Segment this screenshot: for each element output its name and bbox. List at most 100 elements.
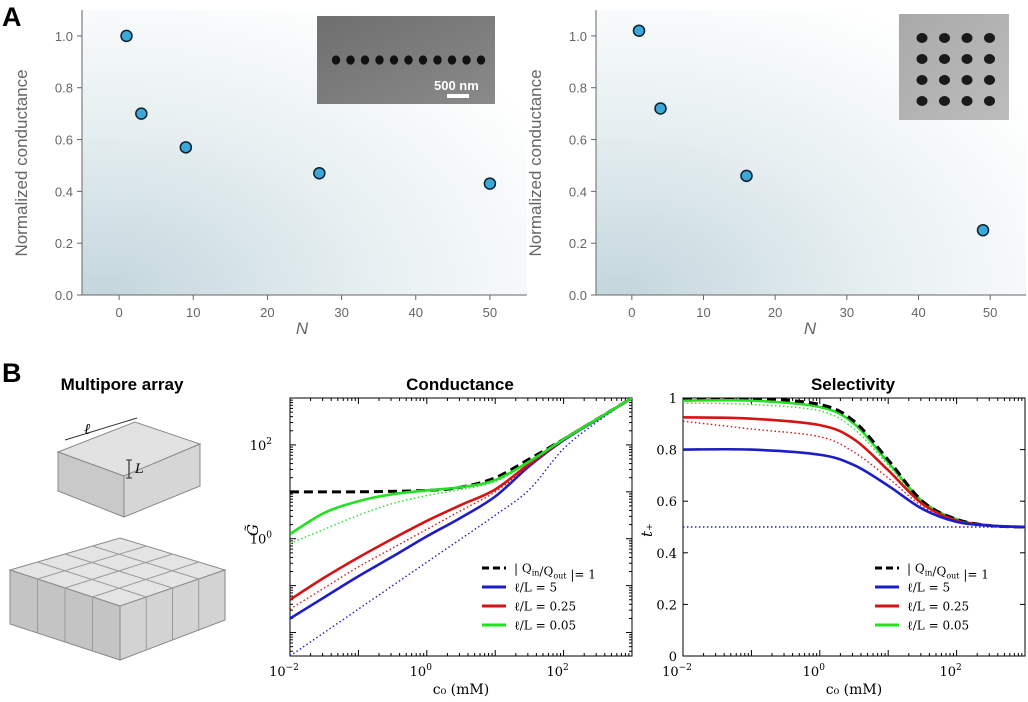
array-grid-line [64,553,173,589]
pore-hole [389,55,399,65]
pore-hole [360,55,370,65]
pore-hole [447,55,457,65]
ell-label: ℓ [84,420,90,438]
legend-label: ℓ/L = 0.25 [514,600,576,614]
x-tick-label: 30 [334,305,348,320]
y-tick-label: 1.0 [569,29,587,44]
y-tick-label: 0.2 [656,598,677,613]
y-tick-label: 0.2 [55,236,73,251]
pore-hole [331,55,341,65]
pore-hole [404,55,413,65]
y-axis-label-a-right: Normalized conductance [526,69,545,256]
array-grid-line [92,561,199,598]
pore-hole [375,55,384,65]
x-tick-label: 102 [939,663,961,680]
x-tick-label: 100 [803,663,826,680]
pore-hole [984,33,995,43]
plot-frame-selectivity [682,397,1026,657]
array-grid-line [92,545,199,580]
x-tick-label: 40 [911,305,925,320]
series-blue-dotted [290,398,632,656]
x-tick-label: 10 [186,305,200,320]
panel-label-b: B [2,358,22,388]
data-point [179,141,193,154]
pore-hole [984,96,995,106]
pore-hole [939,75,950,85]
x-axis-label-a-right: N [804,319,817,338]
pore-hole [916,75,928,85]
pore-hole [916,54,928,64]
y-tick-label: 0.6 [55,133,73,148]
legend-label: ℓ/L = 0.05 [907,619,969,633]
legend-label: ℓ/L = 5 [514,581,557,595]
pore-hole [939,54,950,64]
x-axis-label-conductance: c₀ (mM) [433,682,489,698]
legend-label: ℓ/L = 5 [907,581,950,595]
pore-hole [961,54,973,64]
pore-hole [961,75,973,85]
single-unit-cell: ℓ L [56,417,202,518]
y-tick-label: 0.6 [569,133,587,148]
data-point [740,169,753,183]
y-tick-label: 0.6 [656,495,677,510]
y-tick-label: 0.8 [55,81,73,96]
pore-hole [916,96,928,106]
y-axis-label-conductance: G̃ [244,524,262,536]
x-tick-label: 50 [483,305,497,320]
data-point [976,223,990,237]
x-axis-label-a-left: N [296,319,309,338]
multipore-array-illustration: Multipore array ℓ L [8,375,227,661]
scale-bar [447,94,469,98]
data-point [313,166,326,180]
plot-frame-conductance [289,397,633,657]
pore-hole [476,55,486,65]
x-tick-label: 50 [983,305,997,320]
legend-label: ℓ/L = 0.25 [907,600,969,614]
x-tick-label: 0 [628,305,635,320]
y-tick-label: 0.4 [569,184,587,199]
x-tick-label: 102 [546,663,568,680]
y-tick-label: 0.0 [569,288,587,303]
x-tick-label: 100 [410,663,433,680]
series-area [683,398,1025,529]
y-tick-label: 0.0 [55,288,73,303]
y-tick-label: 0.4 [55,184,73,199]
pore-hole [939,33,950,43]
data-point [632,24,646,37]
series-red-dotted [290,398,632,610]
inset-sem-row: 500 nm [317,16,495,104]
ell-dimension-arrow [64,417,138,441]
y-tick-label: 1 [669,392,677,407]
x-tick-label: 10−2 [662,663,692,680]
panel-label-a: A [2,2,22,32]
pore-hole [433,55,442,65]
data-point [483,177,497,190]
y-tick-label: 0 [669,650,677,665]
pore-hole [984,54,995,64]
y-axis-label-selectivity: t₊ [638,523,656,537]
scale-bar-label: 500 nm [434,78,479,93]
pore-hole [939,96,950,106]
pore-hole [916,33,928,43]
pore-hole [961,33,973,43]
multipore-array-title: Multipore array [61,375,184,394]
series-blue-solid [683,447,1025,529]
x-tick-label: 10 [696,305,710,320]
x-tick-label: 30 [840,305,854,320]
pore-hole [346,55,355,65]
x-tick-label: 20 [260,305,274,320]
inset-sem-grid [899,14,1009,120]
x-tick-label: 40 [409,305,423,320]
pore-hole [961,96,973,106]
legend-label: | Qin/Qout |= 1 [907,562,989,582]
y-axis-label-a-left: Normalized conductance [12,69,31,256]
y-tick-label: 0.4 [656,547,677,562]
pore-array-3d [8,537,227,661]
y-tick-label: 0.2 [569,236,587,251]
chart-selectivity: Selectivity 10−2 100 102 0 0.2 0.4 0.6 0.8 1 | Q… [638,375,1026,698]
chart-a-left: 0 10 20 30 40 50 0.0 0.2 0.4 0.6 0.8 1.0 500 nm N N… [12,10,527,338]
y-tick-label: 102 [250,437,272,454]
chart-title-conductance: Conductance [406,375,514,394]
pore-hole [462,55,471,65]
